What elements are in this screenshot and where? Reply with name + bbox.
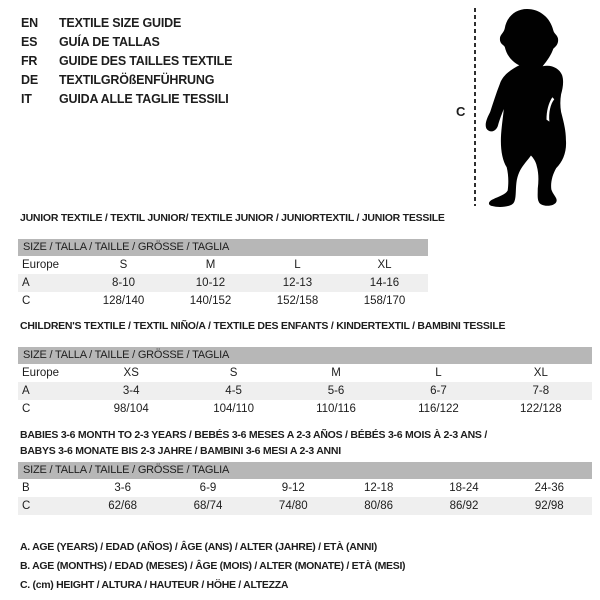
table-row: Europe XS S M L XL (18, 364, 592, 382)
children-size-table: SIZE / TALLA / TAILLE / GRÖSSE / TAGLIA … (18, 347, 592, 418)
table-cell: 6-7 (430, 385, 447, 397)
table-cell: 140/152 (189, 295, 232, 307)
table-row: A 8-10 10-12 12-13 14-16 (18, 274, 428, 292)
footnote-a: A. AGE (YEARS) / EDAD (AÑOS) / ÂGE (ANS)… (20, 541, 377, 553)
row-label: C (22, 500, 31, 512)
table-cell: 152/158 (276, 295, 319, 307)
size-header-bar: SIZE / TALLA / TAILLE / GRÖSSE / TAGLIA (18, 239, 428, 256)
table-cell: M (331, 367, 341, 379)
language-row: FR GUIDE DES TAILLES TEXTILE (21, 51, 232, 70)
table-cell: XS (123, 367, 139, 379)
table-cell: 18-24 (449, 482, 479, 494)
language-code: IT (21, 91, 32, 106)
table-body: Europe S M L XL A 8-10 10-12 12-13 14-16 C 128/140 1… (18, 256, 428, 310)
table-row: B 3-6 6-9 9-12 12-18 18-24 24-36 (18, 479, 592, 497)
language-row: ES GUÍA DE TALLAS (21, 32, 232, 51)
table-cell: 92/98 (534, 500, 564, 512)
table-cell: 86/92 (449, 500, 479, 512)
table-cell: 116/122 (418, 403, 459, 415)
table-row: C 98/104 104/110 110/116 116/122 122/128 (18, 400, 592, 418)
table-cell: 158/170 (363, 295, 406, 307)
baby-silhouette-icon (485, 8, 567, 207)
table-cell: 80/86 (364, 500, 394, 512)
row-label: A (22, 385, 30, 397)
table-cell: 14-16 (369, 277, 400, 289)
language-row: DE TEXTILGRÖßENFÜHRUNG (21, 70, 232, 89)
table-cell: 104/110 (213, 403, 254, 415)
table-cell: 74/80 (278, 500, 308, 512)
row-label: A (22, 277, 30, 289)
table-cell: 3-4 (122, 385, 140, 397)
guide-title-de: TEXTILGRÖßENFÜHRUNG (59, 72, 215, 87)
guide-title-es: GUÍA DE TALLAS (59, 34, 160, 49)
table-row: C 128/140 140/152 152/158 158/170 (18, 292, 428, 310)
table-cell: 3-6 (114, 482, 131, 494)
table-cell: M (205, 259, 216, 271)
table-cell: L (435, 367, 442, 379)
table-cell: S (229, 367, 238, 379)
language-code: DE (21, 72, 38, 87)
guide-title-en: TEXTILE SIZE GUIDE (59, 15, 182, 30)
table-cell: 4-5 (225, 385, 242, 397)
table-row: A 3-4 4-5 5-6 6-7 7-8 (18, 382, 592, 400)
table-cell: 6-9 (199, 482, 217, 494)
table-cell: 5-6 (327, 385, 345, 397)
table-cell: L (294, 259, 301, 271)
table-cell: 24-36 (534, 482, 565, 494)
table-cell: XL (377, 259, 392, 271)
babies-section-title: BABIES 3-6 MONTH TO 2-3 YEARS / BEBÉS 3-… (20, 429, 488, 457)
table-cell: XL (533, 367, 548, 379)
footnotes: A. AGE (YEARS) / EDAD (AÑOS) / ÂGE (ANS)… (20, 538, 406, 595)
table-cell: 12-18 (363, 482, 394, 494)
table-body: Europe XS S M L XL A 3-4 4-5 5-6 6-7 7-8 C 98/104 104/… (18, 364, 592, 418)
children-section-title: CHILDREN'S TEXTILE / TEXTIL NIÑO/A / TEX… (20, 320, 506, 332)
row-label: Europe (22, 259, 60, 271)
language-guide-header: EN TEXTILE SIZE GUIDE ES GUÍA DE TALLAS … (21, 13, 232, 108)
table-cell: 12-13 (282, 277, 313, 289)
language-code: EN (21, 15, 38, 30)
table-cell: 98/104 (113, 403, 149, 415)
height-measure-label: C (456, 104, 466, 119)
language-code: ES (21, 34, 38, 49)
footnote-b: B. AGE (MONTHS) / EDAD (MESES) / ÂGE (MO… (20, 560, 406, 572)
language-code: FR (21, 53, 38, 68)
table-row: Europe S M L XL (18, 256, 428, 274)
table-cell: 110/116 (316, 403, 356, 415)
table-cell: 9-12 (281, 482, 305, 494)
height-measure-line (474, 8, 476, 206)
row-label: C (22, 295, 31, 307)
footnote-c: C. (cm) HEIGHT / ALTURA / HAUTEUR / HÖHE… (20, 579, 289, 591)
junior-section-title: JUNIOR TEXTILE / TEXTIL JUNIOR/ TEXTILE … (20, 212, 445, 224)
table-cell: 62/68 (108, 500, 138, 512)
table-row: C 62/68 68/74 74/80 80/86 86/92 92/98 (18, 497, 592, 515)
language-row: IT GUIDA ALLE TAGLIE TESSILI (21, 89, 232, 108)
size-header-bar: SIZE / TALLA / TAILLE / GRÖSSE / TAGLIA (18, 347, 592, 364)
table-body: B 3-6 6-9 9-12 12-18 18-24 24-36 C 62/68 68/74 74/… (18, 479, 592, 515)
row-label: B (22, 482, 30, 494)
junior-size-table: SIZE / TALLA / TAILLE / GRÖSSE / TAGLIA … (18, 239, 428, 310)
table-cell: 128/140 (102, 295, 145, 307)
table-cell: 68/74 (193, 500, 223, 512)
row-label: C (22, 403, 31, 415)
table-cell: 7-8 (532, 385, 550, 397)
babies-size-table: SIZE / TALLA / TAILLE / GRÖSSE / TAGLIA … (18, 462, 592, 515)
table-cell: 8-10 (111, 277, 136, 289)
table-cell: 122/128 (520, 403, 562, 415)
size-header-bar: SIZE / TALLA / TAILLE / GRÖSSE / TAGLIA (18, 462, 592, 479)
language-row: EN TEXTILE SIZE GUIDE (21, 13, 232, 32)
table-cell: 10-12 (195, 277, 226, 289)
guide-title-fr: GUIDE DES TAILLES TEXTILE (59, 53, 233, 68)
row-label: Europe (22, 367, 60, 379)
table-cell: S (119, 259, 128, 271)
guide-title-it: GUIDA ALLE TAGLIE TESSILI (59, 91, 229, 106)
